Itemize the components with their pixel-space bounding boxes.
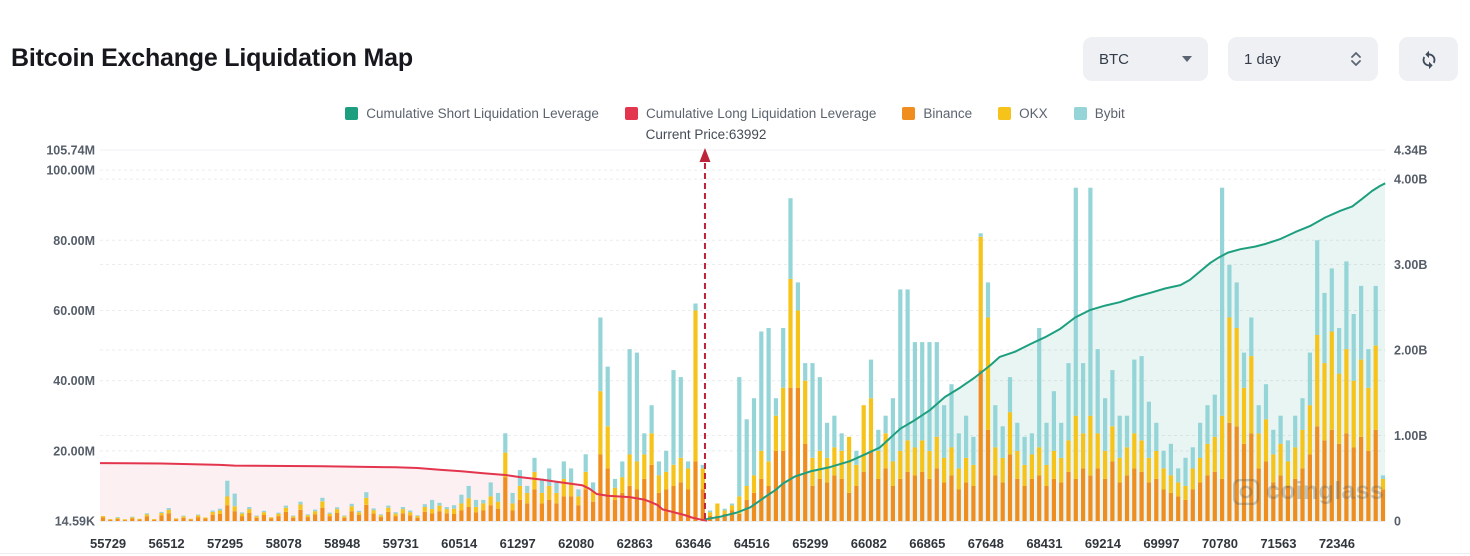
x-axis-tick: 66865 bbox=[909, 536, 945, 551]
x-axis-tick: 62863 bbox=[617, 536, 653, 551]
left-axis-tick: 100.00M bbox=[46, 164, 95, 178]
legend-label: Binance bbox=[923, 106, 973, 121]
bybit-swatch bbox=[1073, 107, 1087, 120]
x-axis-tick: 68431 bbox=[1026, 536, 1062, 551]
x-axis-tick: 58078 bbox=[266, 536, 302, 551]
cumulative-long-liquidation-leverage-swatch bbox=[624, 107, 638, 120]
refresh-icon bbox=[1422, 50, 1435, 70]
x-axis-tick: 55729 bbox=[90, 536, 126, 551]
x-axis-tick: 61297 bbox=[500, 536, 536, 551]
chart-legend: Cumulative Short Liquidation Leverage Cum… bbox=[0, 106, 1470, 121]
page-title: Bitcoin Exchange Liquidation Map bbox=[11, 44, 413, 72]
x-axis-tick: 69997 bbox=[1143, 536, 1179, 551]
cumulative-short-liquidation-leverage-swatch bbox=[345, 107, 359, 120]
left-axis-tick: 80.00M bbox=[53, 234, 95, 248]
x-axis-tick: 56512 bbox=[149, 536, 185, 551]
x-axis-tick: 69214 bbox=[1085, 536, 1122, 551]
legend-item-cumulative-long-liquidation-leverage[interactable]: Cumulative Long Liquidation Leverage bbox=[624, 106, 877, 121]
x-axis-tick: 57295 bbox=[207, 536, 243, 551]
bottom-divider bbox=[0, 553, 1470, 554]
left-axis-tick: 105.74M bbox=[46, 144, 95, 158]
x-axis-tick: 71563 bbox=[1260, 536, 1296, 551]
legend-label: Cumulative Long Liquidation Leverage bbox=[645, 106, 877, 121]
interval-select-value: 1 day bbox=[1244, 50, 1281, 68]
legend-item-binance[interactable]: Binance bbox=[902, 106, 972, 121]
legend-item-cumulative-short-liquidation-leverage[interactable]: Cumulative Short Liquidation Leverage bbox=[345, 106, 599, 121]
left-axis-tick: 60.00M bbox=[53, 304, 95, 318]
caret-down-icon bbox=[1182, 56, 1192, 62]
legend-item-okx[interactable]: OKX bbox=[998, 106, 1048, 121]
legend-label: Bybit bbox=[1094, 106, 1125, 121]
x-axis-tick: 60514 bbox=[441, 536, 478, 551]
right-axis-tick: 0 bbox=[1394, 515, 1401, 529]
legend-label: Cumulative Short Liquidation Leverage bbox=[366, 106, 599, 121]
x-axis-tick: 70780 bbox=[1202, 536, 1238, 551]
binance-swatch bbox=[902, 107, 916, 120]
x-axis-tick: 59731 bbox=[383, 536, 419, 551]
left-axis-tick: 20.00M bbox=[53, 444, 95, 458]
symbol-select-value: BTC bbox=[1099, 50, 1129, 68]
chevron-up-down-icon bbox=[1351, 52, 1361, 66]
x-axis-tick: 62080 bbox=[558, 536, 594, 551]
x-axis-tick: 67648 bbox=[968, 536, 1004, 551]
left-axis-tick: 14.59K bbox=[55, 514, 95, 528]
x-axis-tick: 66082 bbox=[851, 536, 887, 551]
right-axis-tick: 3.00B bbox=[1394, 258, 1427, 272]
right-axis-tick: 2.00B bbox=[1394, 344, 1427, 358]
right-axis-tick: 4.00B bbox=[1394, 173, 1427, 187]
current-price-label: Current Price:63992 bbox=[645, 127, 767, 142]
right-axis-tick: 4.34B bbox=[1394, 144, 1427, 158]
x-axis-tick: 72346 bbox=[1319, 536, 1355, 551]
legend-label: OKX bbox=[1019, 106, 1048, 121]
refresh-button[interactable] bbox=[1399, 37, 1458, 81]
toolbar: BTC 1 day bbox=[1083, 37, 1458, 81]
x-axis-tick: 65299 bbox=[792, 536, 828, 551]
right-axis-tick: 1.00B bbox=[1394, 429, 1427, 443]
x-axis-tick: 58948 bbox=[324, 536, 360, 551]
okx-swatch bbox=[998, 107, 1012, 120]
x-axis-tick: 64516 bbox=[734, 536, 770, 551]
interval-select[interactable]: 1 day bbox=[1228, 37, 1378, 81]
x-axis-tick: 63646 bbox=[675, 536, 711, 551]
left-axis-tick: 40.00M bbox=[53, 374, 95, 388]
symbol-select[interactable]: BTC bbox=[1083, 37, 1208, 81]
legend-item-bybit[interactable]: Bybit bbox=[1073, 106, 1125, 121]
